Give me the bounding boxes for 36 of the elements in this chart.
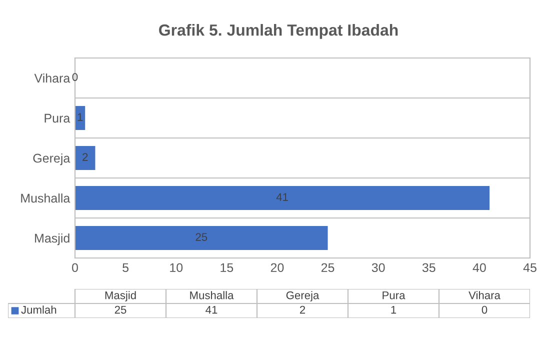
- x-tick-label: 5: [122, 263, 129, 272]
- category-label: Masjid: [105, 291, 136, 302]
- x-tick-label: 25: [321, 263, 334, 272]
- y-tick-label: Vihara: [34, 73, 70, 83]
- y-tick-label: Gereja: [33, 153, 70, 166]
- x-tick-label: 0: [72, 263, 78, 272]
- x-tick-label: 15: [220, 263, 234, 272]
- data-label: 41: [276, 193, 288, 201]
- x-tick-label: 20: [270, 263, 284, 272]
- legend-label: Jumlah: [21, 306, 56, 314]
- chart-title: Grafik 5. Jumlah Tempat Ibadah: [159, 24, 398, 39]
- data-label: 2: [300, 306, 306, 314]
- y-tick-label: Masjid: [35, 233, 70, 246]
- x-tick-label: 40: [472, 263, 486, 272]
- bar: [75, 226, 328, 250]
- category-label: Vihara: [468, 291, 500, 300]
- data-label: 41: [206, 306, 218, 314]
- bar: [75, 106, 86, 130]
- data-label: 25: [196, 233, 208, 241]
- y-tick-label: Mushalla: [21, 193, 70, 203]
- x-tick-label: 45: [523, 263, 536, 272]
- bar: [75, 146, 96, 170]
- bar: [75, 186, 490, 210]
- category-label: Mushalla: [190, 291, 234, 300]
- y-tick-label: Pura: [44, 114, 70, 123]
- x-tick-label: 30: [372, 263, 385, 272]
- category-label: Pura: [382, 291, 406, 300]
- category-label: Gereja: [286, 291, 320, 302]
- x-tick-label: 10: [170, 263, 183, 272]
- data-label: 1: [391, 306, 396, 314]
- x-tick-label: 35: [422, 263, 436, 272]
- data-label: 25: [114, 306, 126, 314]
- data-label: 0: [482, 306, 488, 314]
- data-label: 1: [78, 113, 83, 121]
- data-label: 0: [72, 73, 78, 81]
- data-label: 2: [82, 153, 88, 161]
